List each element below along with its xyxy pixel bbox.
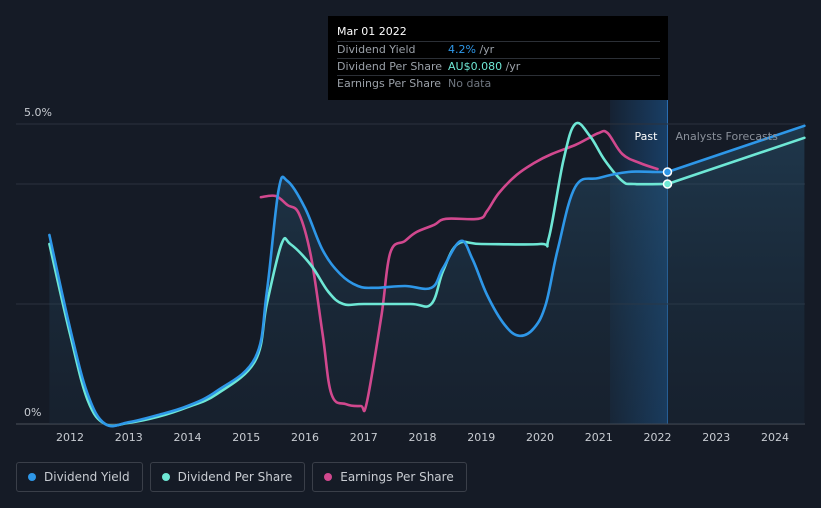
- legend-label: Earnings Per Share: [340, 470, 454, 484]
- x-tick-label: 2024: [761, 431, 789, 444]
- x-tick-label: 2013: [115, 431, 143, 444]
- tooltip-label: Dividend Yield: [337, 43, 416, 56]
- legend-item-earnings-per-share[interactable]: Earnings Per Share: [312, 462, 467, 492]
- forecast-label: Analysts Forecasts: [675, 130, 778, 143]
- tooltip-value: AU$0.080: [448, 60, 503, 73]
- tooltip-unit: /yr: [502, 60, 521, 73]
- legend-dot-icon: [161, 473, 170, 481]
- x-tick-label: 2014: [174, 431, 202, 444]
- tooltip-label: Dividend Per Share: [337, 60, 443, 73]
- x-tick-label: 2021: [585, 431, 613, 444]
- tooltip-date: Mar 01 2022: [337, 25, 407, 38]
- series-line-dividend-per-share: [48, 121, 669, 428]
- legend-item-dividend-yield[interactable]: Dividend Yield: [16, 462, 143, 492]
- x-tick-label: 2019: [467, 431, 495, 444]
- x-tick-label: 2012: [56, 431, 84, 444]
- x-tick-label: 2018: [409, 431, 437, 444]
- x-tick-label: 2020: [526, 431, 554, 444]
- forecast-line-dividend-yield: [666, 124, 806, 174]
- x-tick-label: 2016: [291, 431, 319, 444]
- tooltip-label: Earnings Per Share: [337, 77, 442, 90]
- tooltip-unit: /yr: [475, 43, 495, 56]
- series-line-dividend-yield: [48, 170, 669, 428]
- dividend-yield-area: [49, 125, 805, 427]
- y-tick-label: 0%: [24, 406, 41, 419]
- tooltip-row-earnings-per-share: Earnings Per Share No data: [337, 75, 660, 92]
- tooltip-row-dividend-per-share: Dividend Per Share AU$0.080 /yr: [337, 58, 660, 75]
- hover-tooltip: Mar 01 2022 Dividend Yield 4.2% /yr Divi…: [328, 16, 668, 100]
- legend-label: Dividend Per Share: [177, 470, 293, 484]
- x-tick-label: 2023: [702, 431, 730, 444]
- marker-dividend-yield[interactable]: [662, 167, 673, 177]
- dividend-history-chart: 2012 2013 2014 2015 2016 2017 2018 2019 2020 2021…: [16, 100, 806, 444]
- tooltip-value: No data: [448, 77, 492, 90]
- legend-dot-icon: [28, 473, 36, 481]
- x-tick-label: 2015: [232, 431, 260, 444]
- legend-item-dividend-per-share[interactable]: Dividend Per Share: [149, 462, 306, 492]
- chart-legend: Dividend Yield Dividend Per Share Earnin…: [16, 462, 474, 492]
- y-tick-label: 5.0%: [24, 106, 52, 119]
- legend-label: Dividend Yield: [44, 470, 130, 484]
- legend-dot-icon: [324, 473, 333, 481]
- forecast-line-dividend-per-share: [666, 136, 806, 186]
- tooltip-row-dividend-yield: Dividend Yield 4.2% /yr: [337, 41, 660, 58]
- x-tick-label: 2017: [350, 431, 378, 444]
- tooltip-value: 4.2%: [448, 43, 476, 56]
- past-label: Past: [635, 130, 659, 143]
- marker-dividend-per-share[interactable]: [662, 179, 673, 189]
- x-tick-label: 2022: [644, 431, 672, 444]
